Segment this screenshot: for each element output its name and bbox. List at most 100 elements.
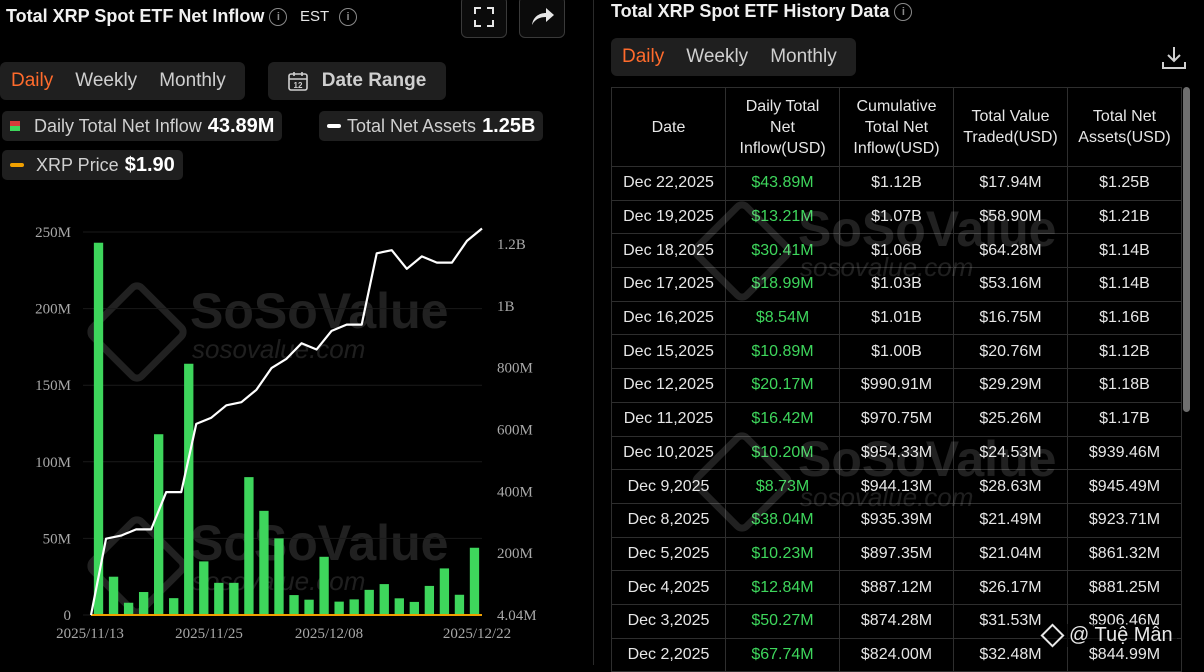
cell-daily-inflow: $18.99M [725, 267, 840, 302]
chart-title: Total XRP Spot ETF Net Inflow i [6, 6, 288, 27]
inflow-bar [394, 598, 404, 615]
cell-value-traded: $21.04M [953, 536, 1068, 572]
inflow-bar [409, 601, 419, 615]
inflow-bar [349, 599, 359, 615]
tab-daily[interactable]: Daily [11, 70, 54, 91]
cell-net-assets: $881.25M [1067, 570, 1182, 605]
inflow-bar [454, 594, 465, 615]
table-row[interactable]: Dec 17,2025 $18.99M $1.03B $53.16M $1.14B [611, 267, 1182, 302]
table-row[interactable]: Dec 22,2025 $43.89M $1.12B $17.94M $1.25B [611, 166, 1182, 201]
legend-inflow[interactable]: Daily Total Net Inflow 43.89M [2, 111, 283, 141]
column-header-cumulative-inflow[interactable]: Cumulative Total Net Inflow(USD) [839, 87, 954, 167]
share-button[interactable] [519, 0, 565, 38]
table-row[interactable]: Dec 4,2025 $12.84M $887.12M $26.17M $881.25M [611, 570, 1182, 605]
cell-date: Dec 18,2025 [611, 233, 726, 269]
column-header-daily-inflow[interactable]: Daily Total Net Inflow(USD) [725, 87, 840, 167]
table-scrollbar[interactable] [1183, 87, 1190, 412]
column-header-value-traded[interactable]: Total Value Traded(USD) [953, 87, 1068, 167]
net-assets-line [89, 227, 483, 616]
assets-swatch-icon [327, 124, 341, 128]
table-row[interactable]: Dec 15,2025 $10.89M $1.00B $20.76M $1.12B [611, 334, 1182, 370]
info-icon[interactable]: i [269, 8, 288, 27]
fullscreen-icon [474, 7, 494, 27]
cell-value-traded: $26.17M [953, 570, 1068, 605]
tab-weekly[interactable]: Weekly [75, 70, 138, 91]
table-row[interactable]: Dec 10,2025 $10.20M $954.33M $24.53M $939.46… [611, 435, 1182, 471]
chart-title-text: Total XRP Spot ETF Net Inflow [6, 6, 265, 26]
timezone-info-icon[interactable]: i [339, 8, 358, 27]
fullscreen-button[interactable] [461, 0, 507, 38]
cell-net-assets: $1.18B [1067, 368, 1182, 403]
table-row[interactable]: Dec 16,2025 $8.54M $1.01B $16.75M $1.16B [611, 300, 1182, 336]
author-credit: @ Tuệ Mẫn [1040, 623, 1177, 648]
inflow-bar [154, 434, 164, 615]
diamond-logo-icon [1040, 623, 1065, 648]
table-row[interactable]: Dec 5,2025 $10.23M $897.35M $21.04M $861.32M [611, 536, 1182, 572]
cell-date: Dec 11,2025 [611, 401, 726, 437]
table-row[interactable]: Dec 18,2025 $30.41M $1.06B $64.28M $1.14B [611, 233, 1182, 269]
cell-date: Dec 2,2025 [611, 637, 726, 672]
column-header-net-assets[interactable]: Total Net Assets(USD) [1067, 87, 1182, 167]
legend-assets[interactable]: Total Net Assets 1.25B [319, 111, 544, 141]
inflow-bar [169, 598, 179, 615]
cell-date: Dec 15,2025 [611, 334, 726, 370]
cell-cumulative-inflow: $897.35M [839, 536, 954, 572]
date-range-button[interactable]: 12 Date Range [268, 62, 446, 100]
table-watermark-url-2: sosovalue.com [800, 482, 974, 512]
history-title: Total XRP Spot ETF History Data i [611, 1, 913, 22]
table-row[interactable]: Dec 8,2025 $38.04M $935.39M $21.49M $923.71M [611, 502, 1182, 538]
cell-daily-inflow: $10.23M [725, 536, 840, 572]
timezone-label[interactable]: EST i [300, 8, 358, 27]
cell-net-assets: $939.46M [1067, 435, 1182, 471]
column-header-date[interactable]: Date [611, 87, 726, 167]
cell-value-traded: $20.76M [953, 334, 1068, 370]
cell-date: Dec 4,2025 [611, 570, 726, 605]
cell-net-assets: $861.32M [1067, 536, 1182, 572]
watermark-text: SoSoValue [190, 283, 449, 339]
inflow-bar [184, 363, 194, 615]
history-tab-daily[interactable]: Daily [622, 46, 665, 67]
cell-cumulative-inflow: $1.03B [839, 267, 954, 302]
tab-monthly[interactable]: Monthly [159, 70, 226, 91]
legend-inflow-value: 43.89M [207, 114, 275, 137]
cell-daily-inflow: $10.20M [725, 435, 840, 471]
cell-value-traded: $24.53M [953, 435, 1068, 471]
cell-value-traded: $21.49M [953, 502, 1068, 538]
cell-net-assets: $923.71M [1067, 502, 1182, 538]
download-icon [1162, 47, 1186, 69]
cell-cumulative-inflow: $990.91M [839, 368, 954, 403]
cell-date: Dec 22,2025 [611, 166, 726, 201]
cell-net-assets: $945.49M [1067, 469, 1182, 504]
download-button[interactable] [1160, 44, 1188, 77]
inflow-bar [93, 242, 104, 615]
share-icon [532, 8, 554, 25]
cell-value-traded: $58.90M [953, 199, 1068, 235]
author-credit-text: @ Tuệ Mẫn [1069, 624, 1173, 646]
table-row[interactable]: Dec 12,2025 $20.17M $990.91M $29.29M $1.18B [611, 368, 1182, 403]
cell-cumulative-inflow: $970.75M [839, 401, 954, 437]
cell-cumulative-inflow: $1.07B [839, 199, 954, 235]
legend-assets-value: 1.25B [482, 114, 536, 137]
column-header-net-assets-text: Total Net Assets(USD) [1078, 108, 1171, 146]
inflow-chart[interactable]: 250M 200M 150M 100M 50M 0 1.2B 1B 800M 600M 400M 20… [0, 210, 592, 665]
history-title-text: Total XRP Spot ETF History Data [611, 1, 890, 21]
legend-price[interactable]: XRP Price $1.90 [2, 150, 183, 180]
history-tab-weekly[interactable]: Weekly [686, 46, 749, 67]
table-row[interactable]: Dec 11,2025 $16.42M $970.75M $25.26M $1.17B [611, 401, 1182, 437]
cell-daily-inflow: $8.54M [725, 300, 840, 336]
watermark-url: sosovalue.com [192, 334, 366, 364]
history-info-icon[interactable]: i [894, 3, 913, 22]
cell-date: Dec 3,2025 [611, 603, 726, 639]
inflow-bar [439, 568, 450, 615]
cell-cumulative-inflow: $1.12B [839, 166, 954, 201]
y-left-tick-label: 150M [35, 378, 71, 394]
y-right-tick-label: 1.2B [497, 237, 526, 253]
history-tab-monthly[interactable]: Monthly [770, 46, 837, 67]
cell-value-traded: $16.75M [953, 300, 1068, 336]
table-row[interactable]: Dec 9,2025 $8.73M $944.13M $28.63M $945.49M [611, 469, 1182, 504]
cell-daily-inflow: $67.74M [725, 637, 840, 672]
inflow-bar [199, 561, 209, 615]
y-right-tick-label: 600M [497, 423, 533, 439]
inflow-bar [123, 602, 134, 615]
table-watermark-text: SoSoValue [798, 201, 1057, 257]
